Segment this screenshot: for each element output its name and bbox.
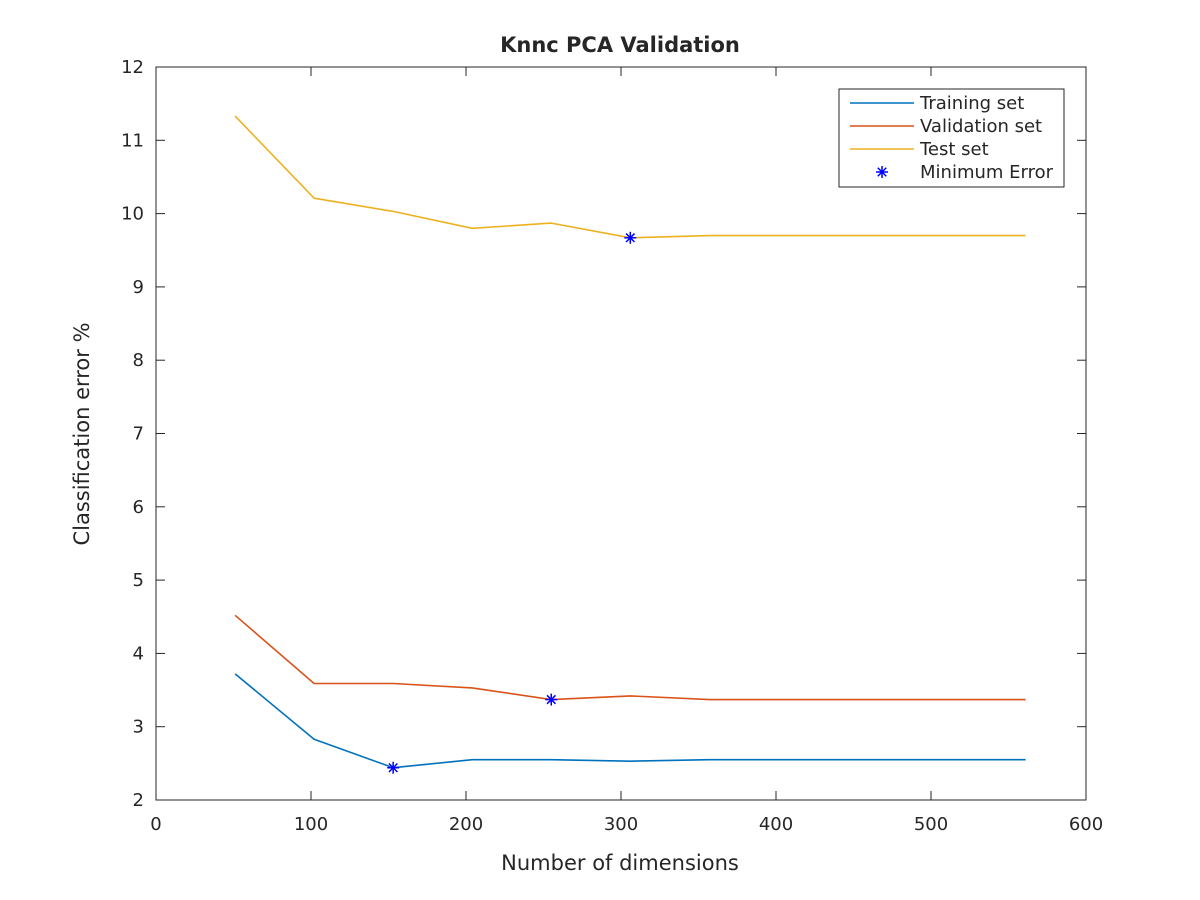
y-tick-label: 11 [121, 130, 144, 151]
y-tick-label: 7 [133, 424, 144, 445]
y-tick-label: 9 [133, 277, 144, 298]
x-tick-label: 0 [150, 814, 161, 835]
y-tick-label: 6 [133, 497, 144, 518]
legend-entry-label: Minimum Error [920, 162, 1054, 183]
y-tick-label: 2 [133, 790, 144, 811]
y-tick-label: 8 [133, 350, 144, 371]
minimum-error-marker [624, 231, 637, 244]
legend-entry-label: Validation set [920, 116, 1042, 137]
x-tick-label: 400 [759, 814, 793, 835]
validation-set-line [234, 614, 1026, 701]
legend-entry-label: Training set [919, 93, 1024, 114]
legend-box [838, 88, 1065, 188]
y-tick-label: 4 [133, 643, 144, 664]
chart-title: Knnc PCA Validation [500, 33, 740, 57]
x-tick-label: 100 [294, 814, 328, 835]
x-axis-label: Number of dimensions [501, 851, 739, 875]
y-tick-label: 5 [133, 570, 144, 591]
y-tick-label: 12 [121, 57, 144, 78]
x-tick-label: 600 [1069, 814, 1103, 835]
x-tick-label: 200 [449, 814, 483, 835]
y-axis-label: Classification error % [70, 322, 94, 545]
minimum-error-markers [387, 231, 637, 774]
x-tick-label: 300 [604, 814, 638, 835]
legend-entry-label: Test set [919, 139, 989, 160]
axes: 0 100 200 300 400 500 600 2 3 4 5 6 7 8 9 10 11 12 [121, 57, 1103, 835]
training-set-line [234, 673, 1026, 769]
minimum-error-marker [545, 693, 558, 706]
y-tick-label: 10 [121, 204, 144, 225]
x-tick-label: 500 [914, 814, 948, 835]
y-tick-label: 3 [133, 717, 144, 738]
minimum-error-marker [387, 761, 400, 774]
legend-swatch-marker [876, 166, 888, 178]
